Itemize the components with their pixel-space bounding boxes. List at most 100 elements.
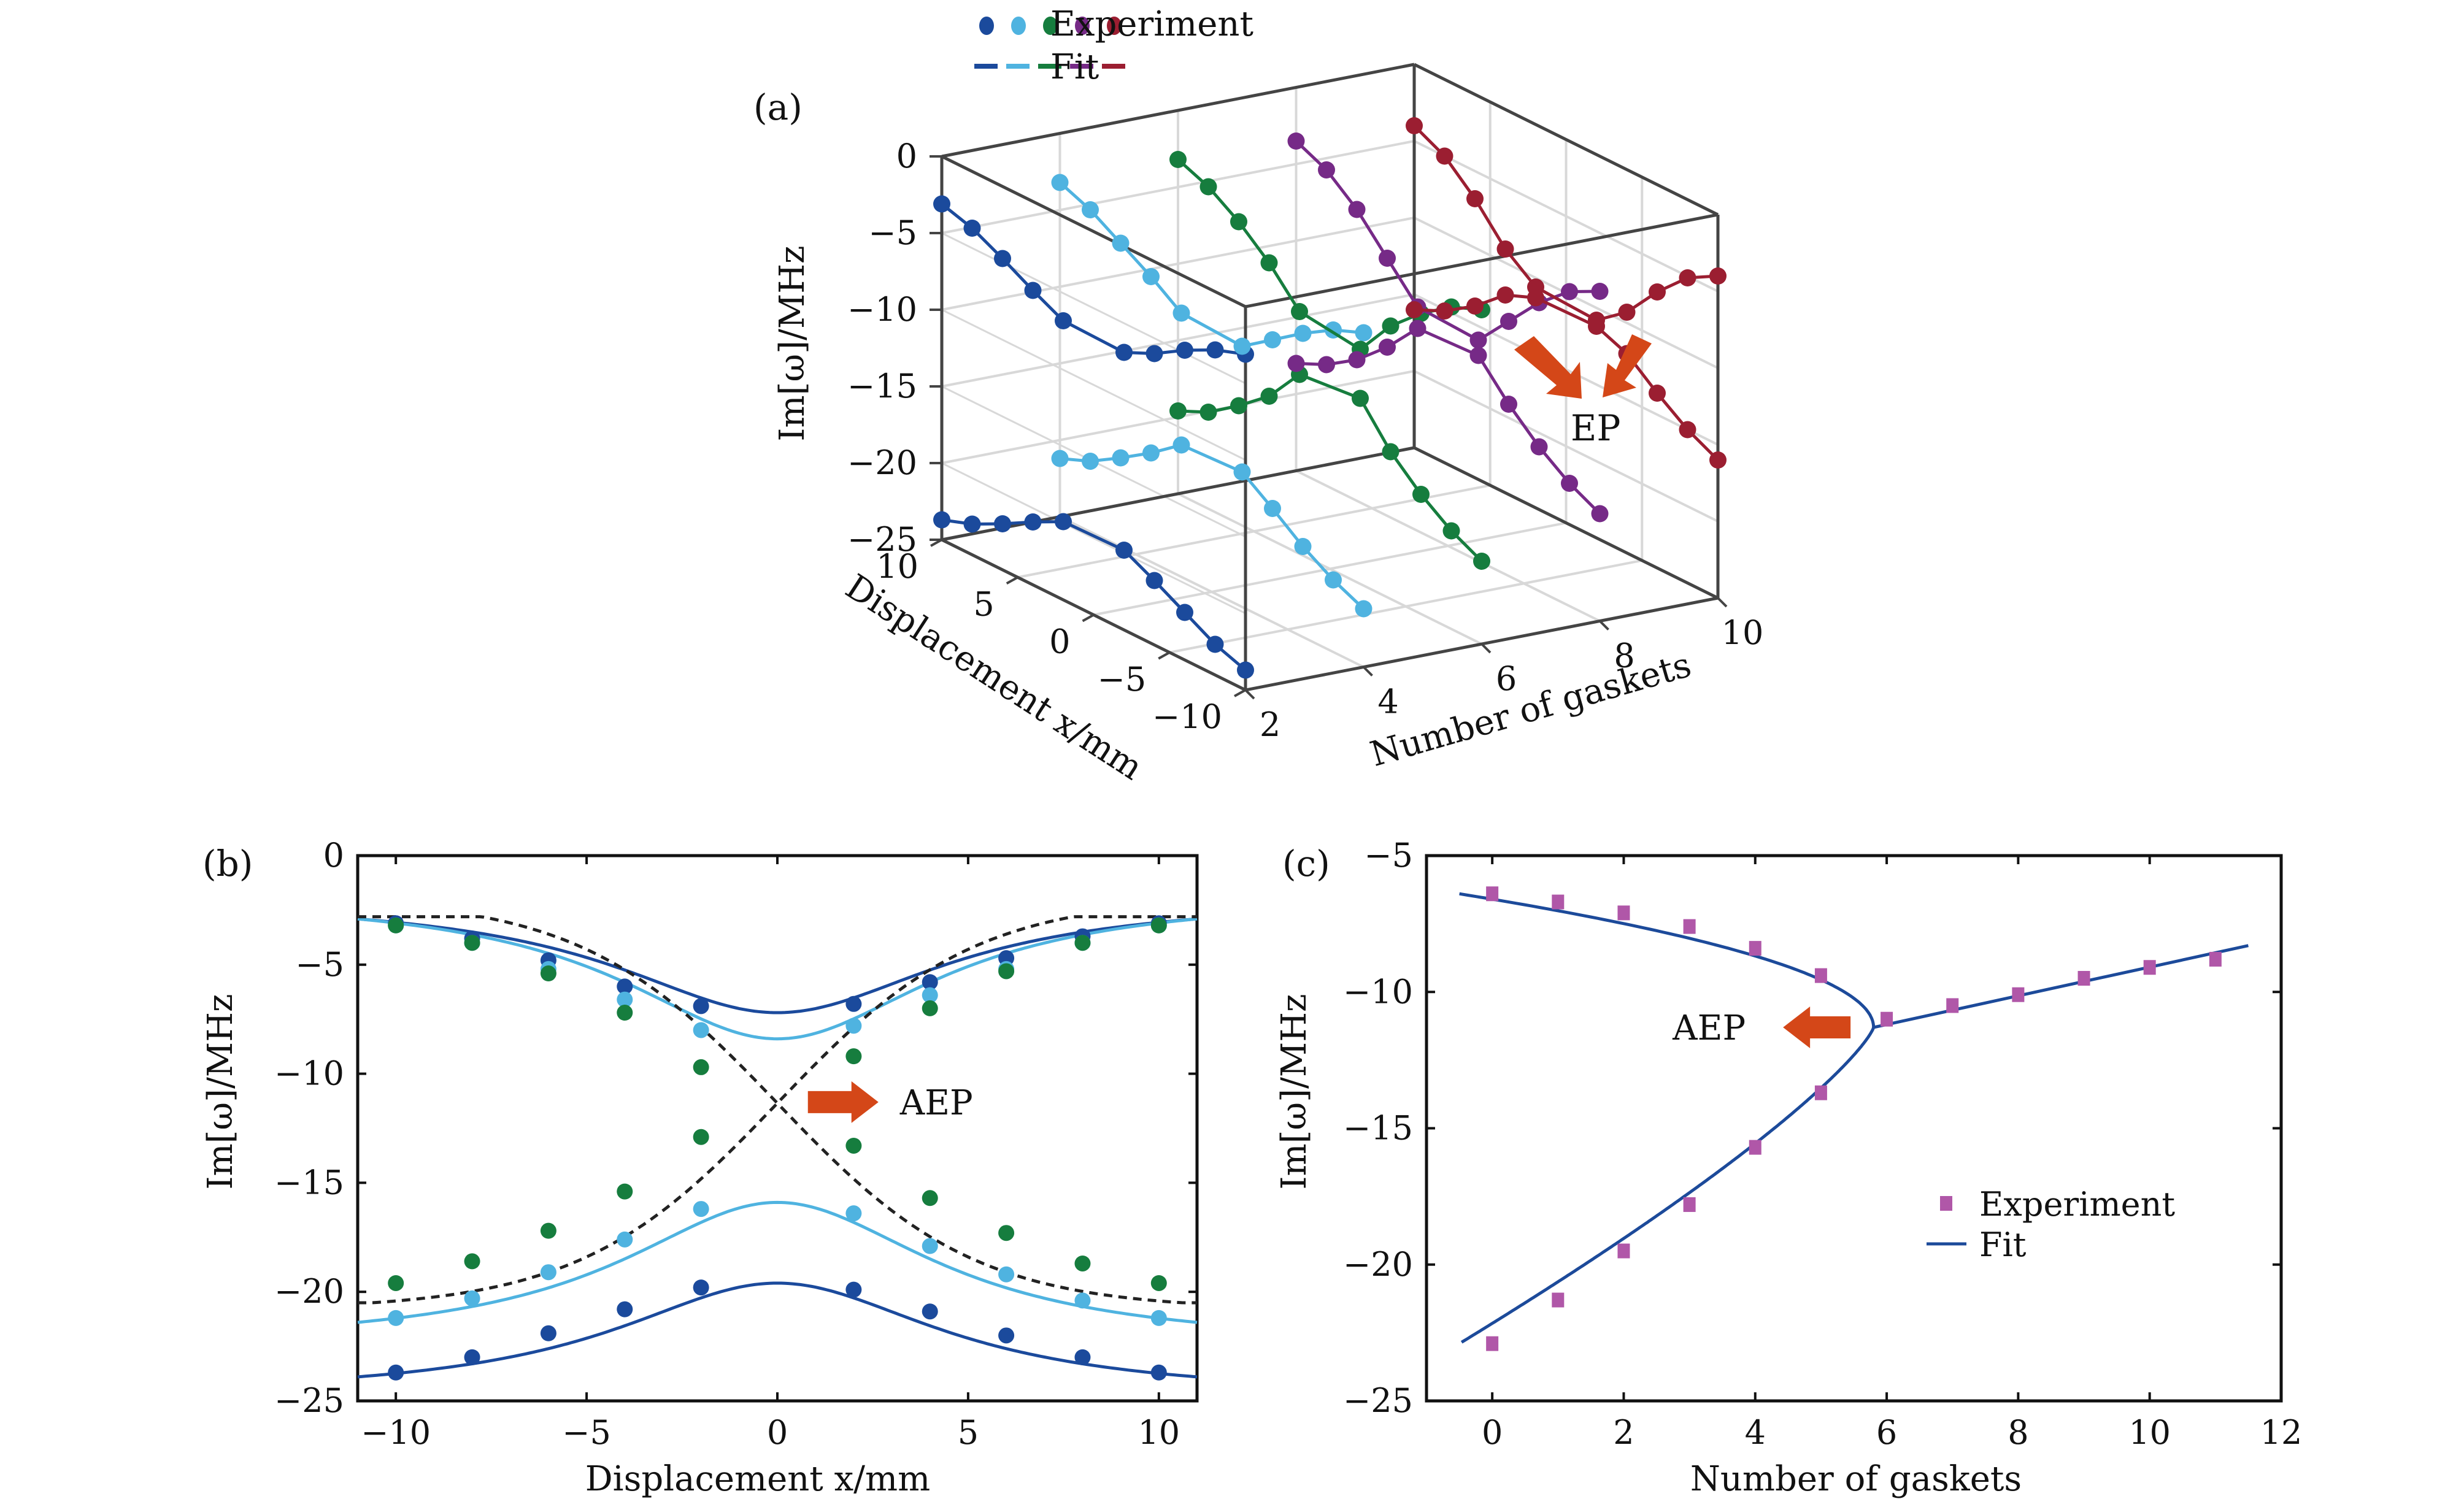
panel-b-point	[617, 991, 633, 1008]
panel-b-point	[998, 1327, 1015, 1344]
x-tick	[1363, 666, 1373, 677]
panel-a-point	[1588, 318, 1605, 335]
panel-a-point	[1051, 174, 1069, 191]
x-tick-label: 8	[1614, 637, 1634, 675]
panel-a-point	[1318, 161, 1335, 178]
y-tick-label: 5	[973, 585, 994, 623]
panel-c-x-tick-label: 2	[1613, 1413, 1634, 1452]
panel-b-point	[1074, 1255, 1091, 1271]
panel-a-point	[1055, 312, 1072, 329]
panel-b-point	[464, 1253, 480, 1270]
panel-a-point	[1355, 600, 1373, 618]
y-tick	[1082, 613, 1095, 623]
panel-a-fit-line	[1413, 125, 1719, 322]
panel-b-point	[617, 1231, 633, 1248]
panel-a-fit-line	[1414, 293, 1719, 461]
panel-a-point	[1294, 538, 1312, 555]
panel-b-point	[693, 1059, 709, 1075]
ep-annotation: EP	[1571, 407, 1620, 449]
panel-c-point	[1881, 1011, 1893, 1027]
panel-b-y-tick-label: −20	[274, 1272, 344, 1311]
ep-arrows	[1514, 334, 1652, 399]
panel-a-point	[1591, 505, 1609, 523]
panel-b-fit-line	[357, 1200, 1198, 1324]
panel-c-x-axis-label: Number of gaskets	[1690, 1459, 2022, 1499]
panel-a-point	[933, 195, 950, 213]
panel-a-point	[1466, 190, 1484, 207]
panel-b-point	[845, 1018, 862, 1034]
panel-b-point	[693, 1129, 709, 1145]
panel-a-point	[1679, 269, 1696, 286]
panel-a-point	[1469, 331, 1487, 349]
panel-b-point	[1074, 1292, 1091, 1309]
x-tick-label: 2	[1260, 705, 1280, 744]
panel-a-point	[1055, 513, 1072, 531]
panel-b-point	[617, 1301, 633, 1317]
panel-a-point	[1348, 201, 1366, 218]
x-tick-label: 10	[1722, 613, 1764, 652]
panel-a-point	[1233, 337, 1251, 355]
panel-a-fit-line	[1296, 327, 1601, 515]
panel-a-point	[1442, 522, 1460, 540]
panel-c-x-tick-label: 12	[2260, 1413, 2303, 1452]
grid-line	[941, 232, 1246, 385]
panel-b-point	[1074, 935, 1091, 951]
panel-a-point	[1112, 449, 1130, 467]
panel-a-point	[1382, 443, 1399, 461]
panel-b-point	[922, 1190, 938, 1206]
panel-a-point	[1496, 286, 1514, 304]
panel-b-point	[1150, 1364, 1167, 1381]
panel-a-point	[1230, 213, 1247, 231]
panel-c-point	[1946, 998, 1959, 1013]
y-tick-label: −10	[1152, 697, 1222, 736]
panel-a-point	[1436, 302, 1453, 320]
panel-a-point	[1379, 250, 1396, 267]
panel-b-x-tick-label: −10	[361, 1413, 431, 1452]
panel-b-aep-arrow	[807, 1081, 879, 1123]
panel-a-point	[1591, 283, 1609, 300]
panel-b-y-axis-label: Im[ω]/MHz	[201, 994, 241, 1189]
panel-a-point	[1024, 282, 1042, 299]
panel-a-z-axis-label: Im[ω]/MHz	[772, 245, 812, 441]
legend-experiment-dot	[1011, 17, 1026, 35]
z-tick-label: −20	[847, 443, 917, 482]
panel-a-point	[1473, 553, 1490, 570]
panel-b-fit-line	[357, 1281, 1198, 1379]
panel-b-y-tick-label: −10	[274, 1054, 344, 1093]
panel-c-point	[1683, 1197, 1696, 1212]
legend-experiment-dot	[1075, 17, 1090, 35]
y-tick	[1234, 689, 1246, 697]
panel-b-point	[617, 1183, 633, 1200]
panel-b-point	[1150, 1275, 1167, 1291]
panel-c-x-tick-label: 0	[1482, 1413, 1503, 1452]
panel-a-point	[994, 250, 1011, 267]
panel-a-point	[1172, 304, 1190, 322]
legend-fit-dash	[1038, 64, 1061, 69]
panel-a-point	[1172, 436, 1190, 454]
panel-c-x-tick-label: 6	[1876, 1413, 1897, 1452]
panel-c-point	[1617, 1243, 1630, 1259]
x-tick	[1480, 643, 1492, 654]
panel-c-fit-curve	[1459, 892, 1876, 1344]
panel-b-label: (b)	[202, 843, 253, 884]
panel-a-point	[1325, 571, 1342, 589]
panel-a-point	[1500, 313, 1517, 330]
panel-c-y-tick-label: −25	[1343, 1381, 1413, 1420]
panel-a-point	[1260, 254, 1278, 272]
legend-fit-label: Fit	[1979, 1225, 2027, 1264]
x-tick-label: 6	[1496, 659, 1517, 698]
z-tick-label: −5	[868, 213, 917, 252]
panel-a-point	[1260, 388, 1278, 405]
legend-experiment-label: Experiment	[1979, 1185, 2175, 1224]
x-tick	[1599, 620, 1609, 631]
panel-a-point	[1561, 283, 1578, 301]
y-tick	[930, 539, 942, 547]
panel-b-point	[998, 1225, 1015, 1241]
panel-a-point	[1355, 324, 1373, 342]
panel-b-x-axis-label: Displacement x/mm	[585, 1459, 930, 1499]
panel-b-point	[922, 1000, 938, 1016]
